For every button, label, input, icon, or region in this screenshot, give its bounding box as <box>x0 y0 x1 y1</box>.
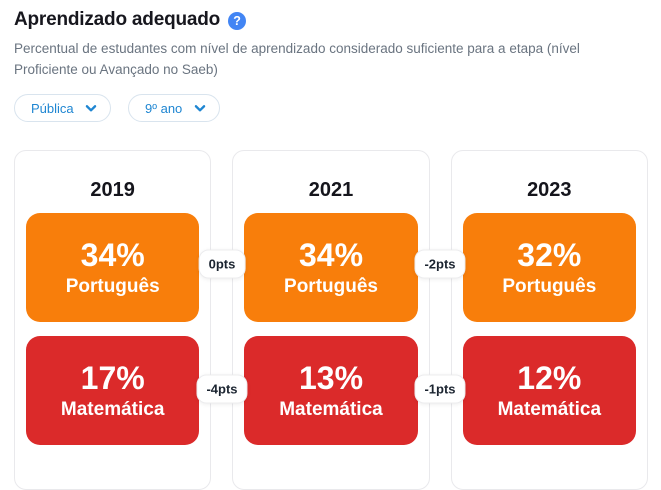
page-title: Aprendizado adequado <box>14 9 221 30</box>
chevron-down-icon <box>193 101 207 115</box>
year-card-2021: 2021 34% Português 13% Matemática <box>232 150 430 490</box>
delta-badge-math-2021-2023: -1pts <box>414 374 466 404</box>
help-icon[interactable]: ? <box>228 12 247 30</box>
math-value: 17% <box>80 359 145 396</box>
year-card-2019: 2019 34% Português 17% Matemática <box>14 150 212 490</box>
cards-row: 2019 34% Português 17% Matemática 2021 3… <box>14 150 648 490</box>
year-cards: 2019 34% Português 17% Matemática 2021 3… <box>14 150 648 490</box>
delta-badge-portuguese-2019-2021: 0pts <box>198 249 246 279</box>
grade-dropdown[interactable]: 9º ano <box>128 94 220 122</box>
portuguese-value: 32% <box>517 236 582 273</box>
year-label: 2019 <box>90 179 135 201</box>
portuguese-subject: Português <box>284 275 378 297</box>
math-subject: Matemática <box>60 398 165 420</box>
math-tile: 13% Matemática <box>244 336 418 445</box>
chevron-down-icon <box>84 101 98 115</box>
portuguese-tile: 34% Português <box>26 213 200 322</box>
math-subject: Matemática <box>279 398 383 420</box>
delta-badge-math-2019-2021: -4pts <box>196 374 248 404</box>
year-label: 2021 <box>308 179 354 201</box>
year-label: 2023 <box>527 179 572 201</box>
math-value: 13% <box>298 359 364 396</box>
math-value: 12% <box>517 359 582 396</box>
portuguese-tile: 32% Português <box>462 213 636 322</box>
network-dropdown-value: Pública <box>31 100 74 116</box>
grade-dropdown-value: 9º ano <box>145 100 183 116</box>
network-dropdown[interactable]: Pública <box>14 94 111 122</box>
math-tile: 17% Matemática <box>26 336 200 445</box>
subtitle: Percentual de estudantes com nível de ap… <box>14 41 580 77</box>
portuguese-value: 34% <box>298 236 364 273</box>
header: Aprendizado adequado ? <box>14 8 650 32</box>
year-card-2023: 2023 32% Português 12% Matemática <box>450 150 648 490</box>
math-subject: Matemática <box>497 398 602 420</box>
filter-bar: Pública 9º ano <box>14 94 650 122</box>
delta-badge-portuguese-2021-2023: -2pts <box>414 249 466 279</box>
math-tile: 12% Matemática <box>462 336 636 445</box>
portuguese-subject: Português <box>65 275 160 297</box>
portuguese-subject: Português <box>502 275 597 297</box>
portuguese-value: 34% <box>80 236 145 273</box>
portuguese-tile: 34% Português <box>244 213 418 322</box>
